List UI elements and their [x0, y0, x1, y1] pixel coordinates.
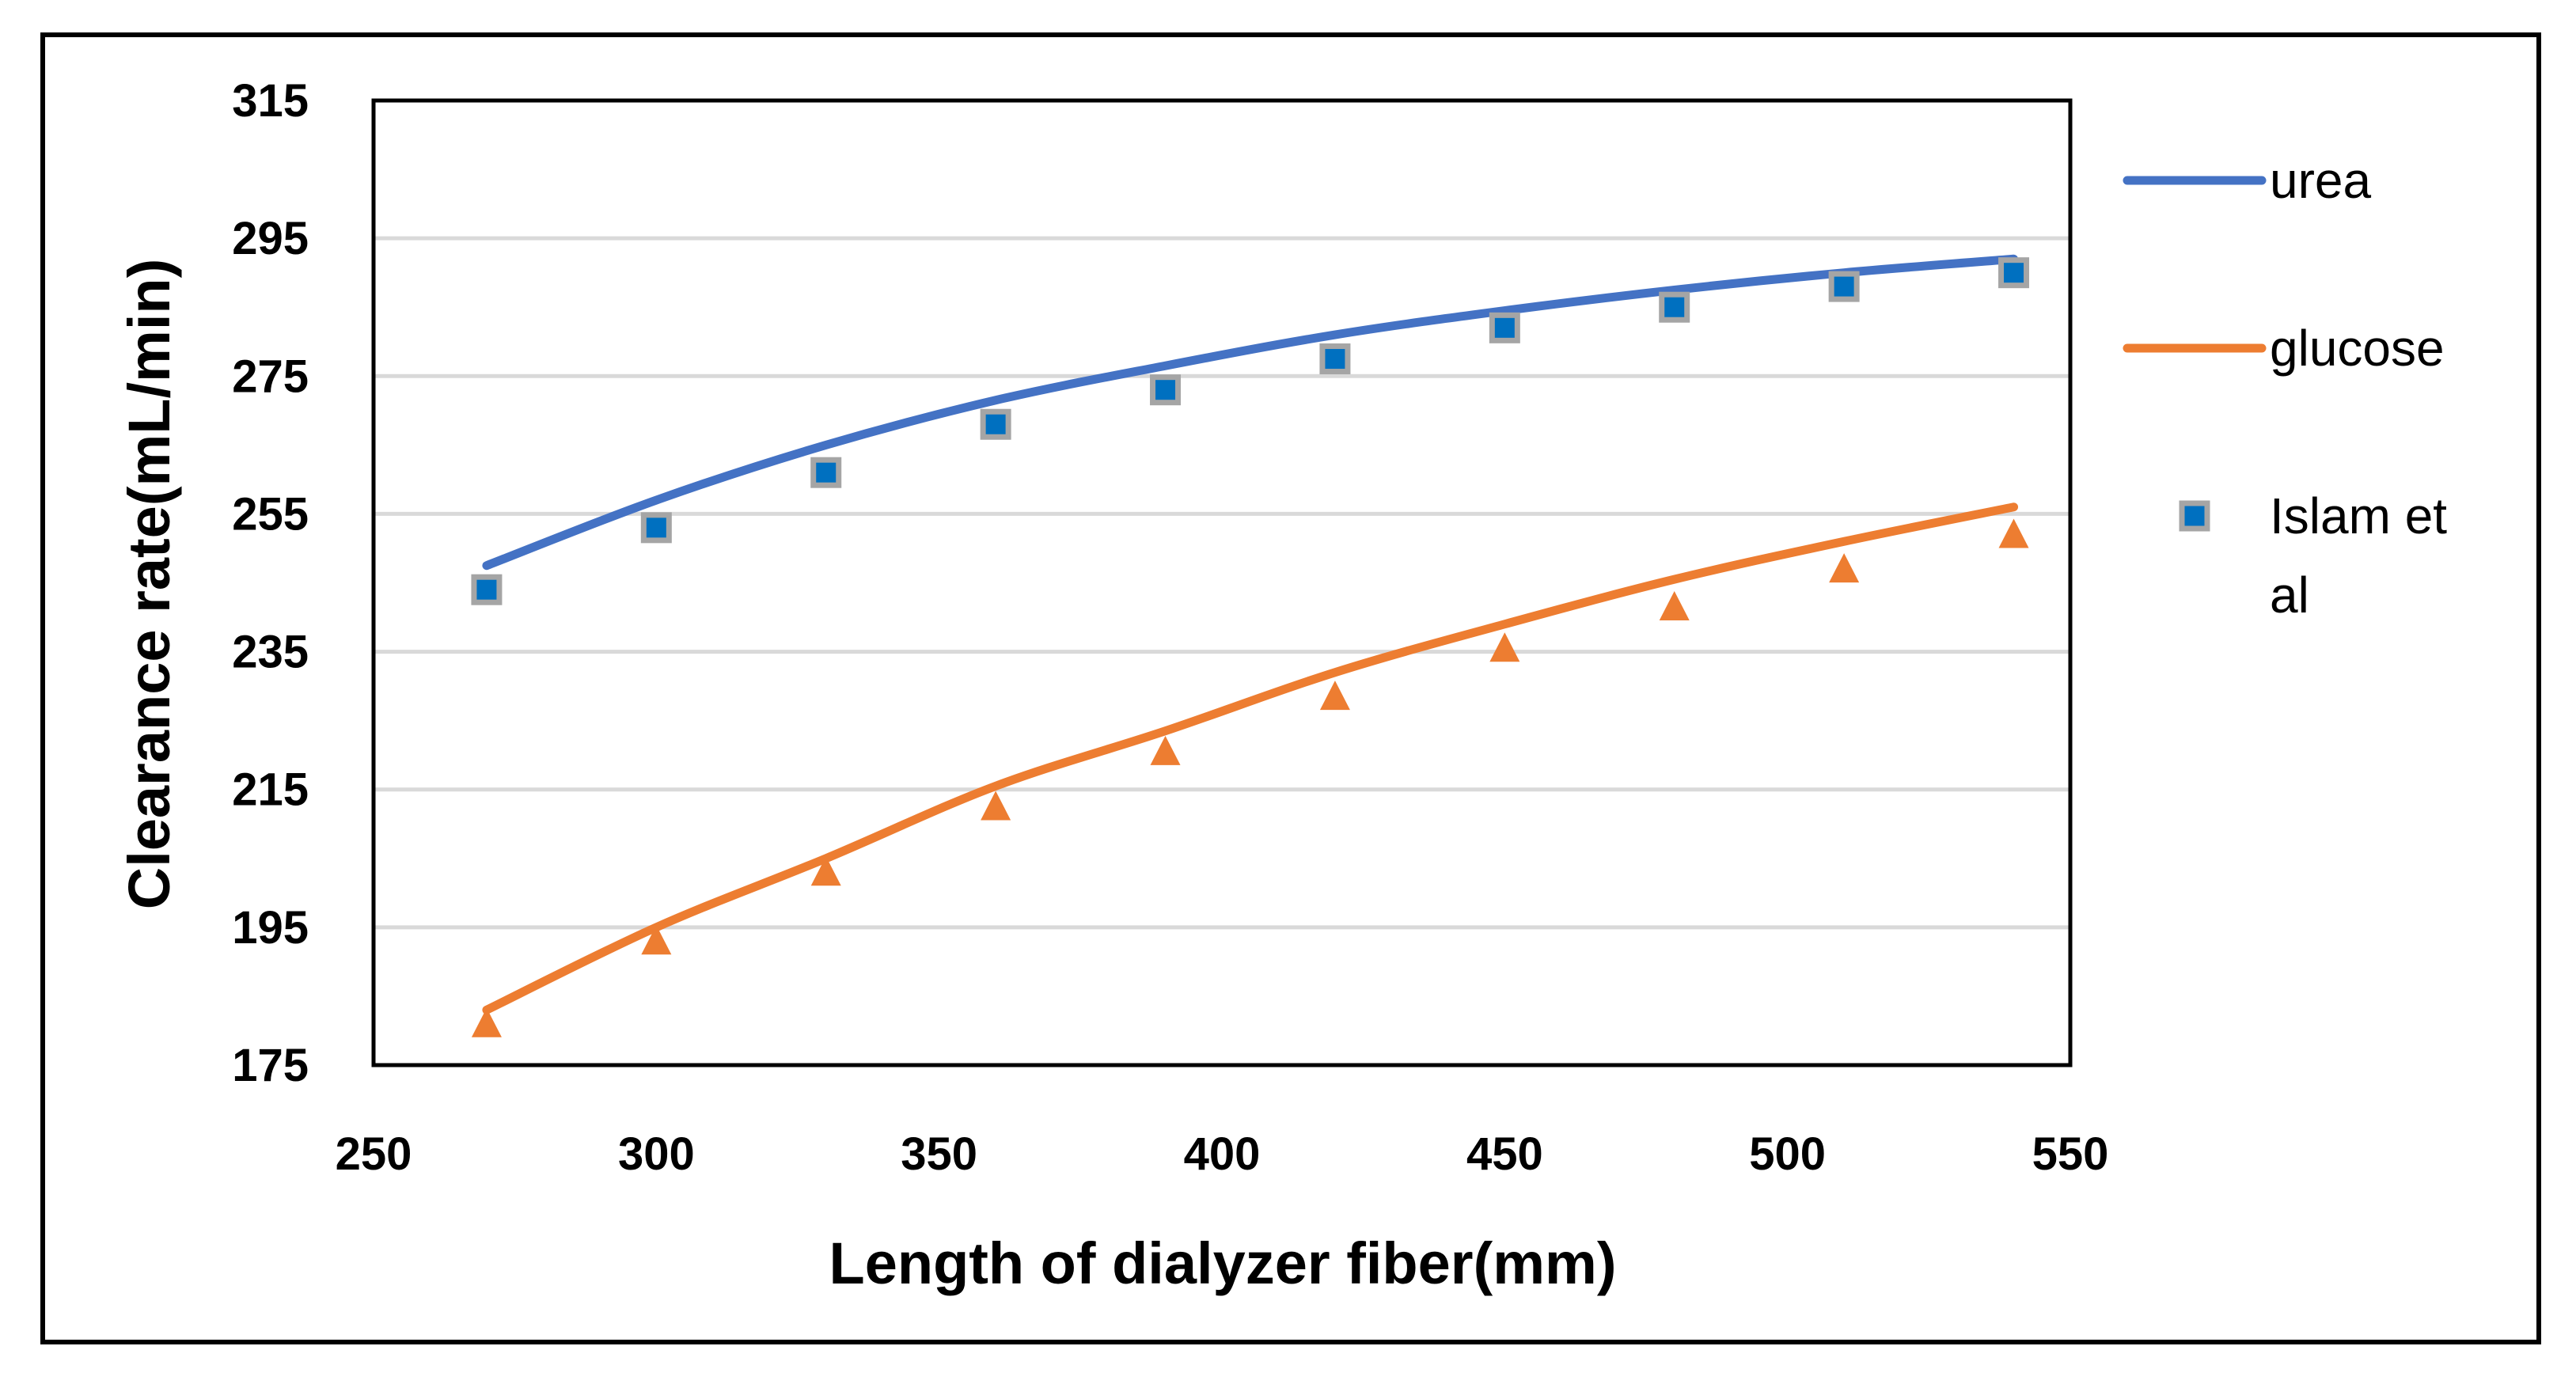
- series-line-urea: [482, 254, 2019, 571]
- marker-triangle-270: [471, 1007, 502, 1037]
- marker-square-540: [1998, 257, 2030, 289]
- y-tick-175: 175: [232, 1040, 309, 1091]
- marker-square-360: [980, 408, 1011, 440]
- plot-area-border: [371, 98, 2073, 1067]
- x-tick-450: 450: [1466, 1128, 1543, 1180]
- series-line-glucose: [482, 502, 2019, 1014]
- marker-triangle-330: [810, 856, 841, 886]
- marker-square-390: [1150, 374, 1182, 406]
- y-tick-215: 215: [232, 764, 309, 816]
- marker-triangle-420: [1319, 681, 1350, 711]
- x-tick-550: 550: [2032, 1128, 2109, 1180]
- marker-triangle-510: [1829, 553, 1860, 583]
- x-axis-title: Length of dialyzer fiber(mm): [829, 1230, 1617, 1296]
- marker-square-510: [1828, 271, 1860, 302]
- legend-label-islam-et-al: Islam et al: [2270, 487, 2447, 624]
- marker-triangle-480: [1659, 590, 1690, 620]
- x-tick-400: 400: [1184, 1128, 1261, 1180]
- marker-triangle-390: [1150, 735, 1181, 765]
- marker-triangle-360: [981, 791, 1011, 821]
- marker-triangle-300: [641, 925, 672, 955]
- y-tick-195: 195: [232, 902, 309, 954]
- marker-square-450: [1489, 312, 1520, 343]
- marker-square-300: [640, 512, 672, 544]
- y-tick-235: 235: [232, 627, 309, 678]
- y-axis-title: Clearance rate(mL/min): [116, 259, 182, 910]
- legend-marker-islam-et-al: [2179, 500, 2210, 532]
- marker-square-420: [1319, 343, 1351, 375]
- marker-square-480: [1659, 291, 1690, 323]
- marker-triangle-540: [1998, 518, 2029, 548]
- marker-square-270: [471, 574, 503, 605]
- y-tick-295: 295: [232, 213, 309, 264]
- y-tick-255: 255: [232, 488, 309, 540]
- marker-square-330: [810, 457, 842, 488]
- y-tick-labels: 175 195 215 235 255 275 295 315: [232, 75, 309, 1091]
- legend: urea glucose Islam et al: [2123, 152, 2447, 624]
- legend-label-urea: urea: [2270, 152, 2372, 209]
- y-tick-315: 315: [232, 75, 309, 127]
- x-tick-500: 500: [1749, 1128, 1826, 1180]
- x-tick-350: 350: [901, 1128, 977, 1180]
- legend-label-glucose: glucose: [2270, 320, 2445, 377]
- x-tick-250: 250: [336, 1128, 412, 1180]
- x-tick-labels: 250 300 350 400 450 500 550: [336, 1128, 2109, 1180]
- y-tick-275: 275: [232, 351, 309, 402]
- series-layer: [471, 254, 2030, 1037]
- x-tick-300: 300: [618, 1128, 695, 1180]
- marker-triangle-450: [1489, 632, 1520, 662]
